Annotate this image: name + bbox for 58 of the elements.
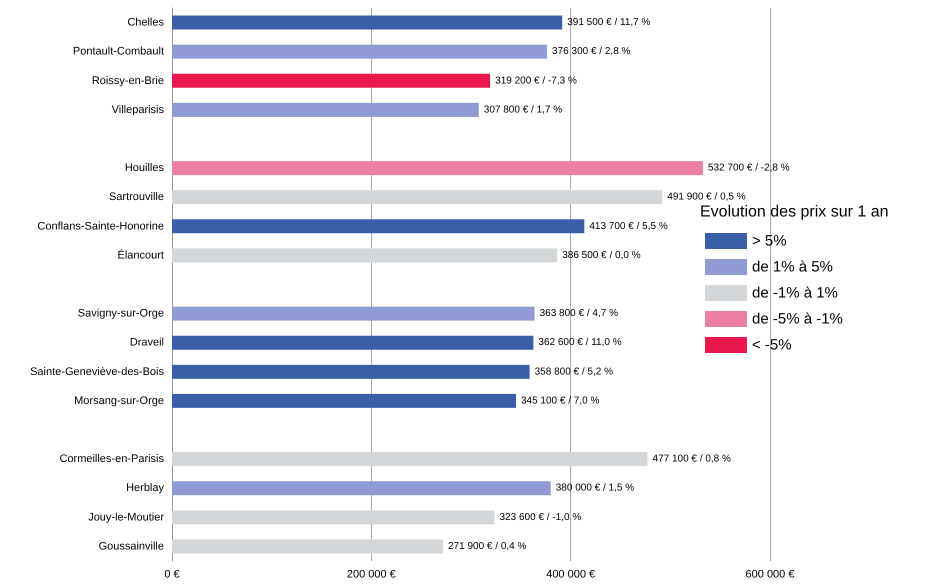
- legend-label: de 1% à 5%: [752, 258, 833, 276]
- data-label: 323 600 € / -1,0 %: [500, 512, 582, 523]
- data-label: 307 800 € / 1,7 %: [484, 104, 562, 116]
- legend-label: de -1% à 1%: [752, 284, 838, 302]
- bar: [172, 161, 703, 176]
- bar: [172, 74, 490, 88]
- bar: [172, 306, 535, 321]
- data-label: 376 300 € / 2,8 %: [552, 46, 631, 58]
- bar: [172, 190, 662, 204]
- data-label: 477 100 € / 0,8 %: [652, 454, 732, 465]
- bar: [172, 481, 551, 496]
- data-label: 413 700 € / 5,5 %: [589, 220, 668, 232]
- y-tick-label: Chelles: [127, 16, 164, 29]
- y-tick-label: Houilles: [124, 162, 164, 174]
- y-tick-label: Villeparisis: [112, 104, 164, 116]
- y-tick-label: Goussainville: [98, 540, 164, 552]
- data-label: 491 900 € / 0,5 %: [667, 192, 746, 203]
- x-tick-label: 600 000 €: [746, 568, 794, 580]
- bar: [172, 364, 530, 379]
- x-tick-label: 0 €: [164, 568, 180, 580]
- data-label: 386 500 € / 0,0 %: [562, 250, 641, 261]
- y-tick-label: Draveil: [130, 336, 164, 349]
- y-tick-label: Roissy-en-Brie: [92, 74, 164, 87]
- data-label: 271 900 € / 0,4 %: [448, 540, 526, 552]
- bar: [172, 219, 584, 234]
- y-tick-label: Morsang-sur-Orge: [74, 394, 164, 407]
- data-label: 362 600 € / 11,0 %: [538, 337, 622, 348]
- y-tick-label: Herblay: [126, 482, 164, 494]
- data-label: 319 200 € / -7,3 %: [495, 75, 577, 86]
- bar: [172, 44, 548, 59]
- legend-label: de -5% à -1%: [752, 310, 843, 328]
- bar: [172, 394, 516, 408]
- data-label: 358 800 € / 5,2 %: [534, 366, 614, 378]
- data-label: 345 100 € / 7,0 %: [520, 395, 600, 406]
- y-tick-label: Élancourt: [118, 248, 164, 262]
- y-tick-label: Jouy-le-Moutier: [88, 511, 164, 524]
- data-label: 363 800 € / 4,7 %: [540, 308, 618, 320]
- legend-title: Evolution des prix sur 1 an: [700, 204, 889, 220]
- bar: [172, 102, 479, 117]
- bar: [172, 16, 562, 30]
- x-tick-label: 400 000 €: [546, 568, 596, 580]
- data-label: 532 700 € / -2,8 %: [708, 162, 790, 174]
- bar: [172, 452, 648, 466]
- bar: [172, 510, 495, 524]
- y-tick-label: Conflans-Sainte-Honorine: [37, 220, 164, 232]
- y-tick-label: Pontault-Combault: [72, 46, 164, 58]
- y-tick-label: Cormeilles-en-Parisis: [59, 453, 164, 466]
- bar: [172, 336, 534, 350]
- legend-label: > 5%: [752, 232, 787, 250]
- y-tick-label: Sainte-Geneviève-des-Bois: [30, 366, 164, 378]
- legend-label: < -5%: [752, 336, 792, 354]
- x-tick-label: 200 000 €: [346, 568, 396, 580]
- bar: [172, 248, 558, 262]
- data-label: 380 000 € / 1,5 %: [556, 482, 634, 494]
- data-label: 391 500 € / 11,7 %: [567, 17, 651, 28]
- y-tick-label: Sartrouville: [108, 191, 164, 204]
- bar: [172, 539, 443, 554]
- y-tick-label: Savigny-sur-Orge: [78, 308, 164, 320]
